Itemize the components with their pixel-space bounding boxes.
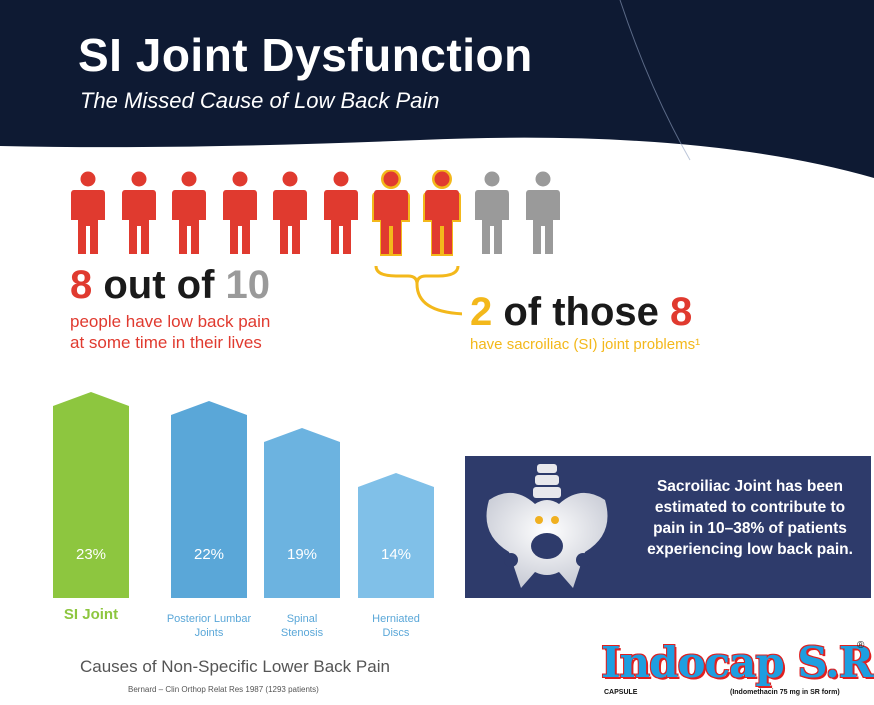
bar-shape — [171, 401, 247, 598]
person-icon — [372, 170, 410, 256]
indocap-logo: Indocap S.R. ® — [601, 640, 874, 694]
back-pain-subset-count: 8 — [670, 290, 693, 334]
back-pain-description: people have low back pain at some time i… — [70, 311, 270, 353]
bar-value-label: 14% — [380, 546, 412, 563]
back-pain-line-2: at some time in their lives — [70, 333, 262, 352]
si-statistic: 2 of those 8 have sacroiliac (SI) joint … — [470, 292, 700, 353]
si-description: have sacroiliac (SI) joint problems¹ — [470, 336, 701, 353]
info-box: Sacroiliac Joint has been estimated to c… — [465, 456, 871, 598]
person-icon — [121, 171, 156, 254]
page-subtitle: The Missed Cause of Low Back Pain — [80, 88, 440, 113]
bar-posterior-lumbar-joints: 22% — [171, 401, 247, 598]
person-icon — [273, 171, 307, 254]
person-icon — [71, 171, 105, 254]
registered-mark: ® — [857, 640, 865, 651]
population-count: 10 — [225, 263, 271, 307]
person-icon — [475, 171, 509, 254]
dosage-form: CAPSULE — [604, 689, 638, 696]
bar-category-label: SI Joint — [63, 606, 119, 623]
composition-note: (Indomethacin 75 mg in SR form) — [730, 689, 840, 696]
bar-spinal-stenosis: 19% — [264, 428, 340, 598]
bar-herniated-discs: 14% — [358, 473, 434, 598]
bar-shape — [53, 392, 129, 598]
bar-category-label: Posterior Lumbar Joints — [166, 613, 252, 639]
bar-category-label: Herniated Discs — [372, 613, 420, 639]
bar-shape — [264, 428, 340, 598]
person-icon — [525, 171, 560, 254]
chart-title: Causes of Non-Specific Lower Back Pain — [80, 657, 390, 676]
back-pain-count: 8 — [70, 263, 93, 307]
pelvis-icon — [486, 464, 608, 588]
people-icons — [68, 170, 568, 260]
bar-value-label: 19% — [286, 546, 318, 563]
person-icon — [422, 170, 461, 256]
si-count: 2 — [470, 290, 493, 334]
back-pain-statistic: 8 out of 10 people have low back pain at… — [70, 265, 270, 353]
person-icon — [172, 171, 206, 254]
person-icon — [323, 171, 358, 254]
brace-connector-icon — [374, 265, 462, 316]
bar-si-joint: 23% — [53, 392, 129, 598]
bar-chart: 23% SI Joint 22% Posterior Lumbar Joints 19% S… — [0, 380, 460, 650]
logo-wordmark: Indocap S.R. — [601, 638, 874, 687]
back-pain-connector: out of — [92, 263, 226, 307]
info-text: Sacroiliac Joint has been estimated to c… — [647, 478, 853, 558]
bar-shape — [358, 473, 434, 598]
bar-category-label: Spinal Stenosis — [280, 613, 324, 639]
si-connector: of those — [492, 290, 671, 334]
bar-value-label: 23% — [75, 546, 107, 563]
back-pain-line-1: people have low back pain — [70, 312, 271, 331]
person-icon — [222, 171, 257, 254]
page-title: SI Joint Dysfunction — [78, 29, 533, 81]
back-pain-ratio: 8 out of 10 — [70, 265, 270, 305]
header-banner: SI Joint Dysfunction The Missed Cause of… — [0, 0, 874, 180]
bar-value-label: 22% — [193, 546, 225, 563]
chart-source: Bernard – Clin Orthop Relat Res 1987 (12… — [128, 685, 319, 694]
header-background — [0, 0, 874, 178]
si-ratio: 2 of those 8 — [470, 292, 700, 332]
